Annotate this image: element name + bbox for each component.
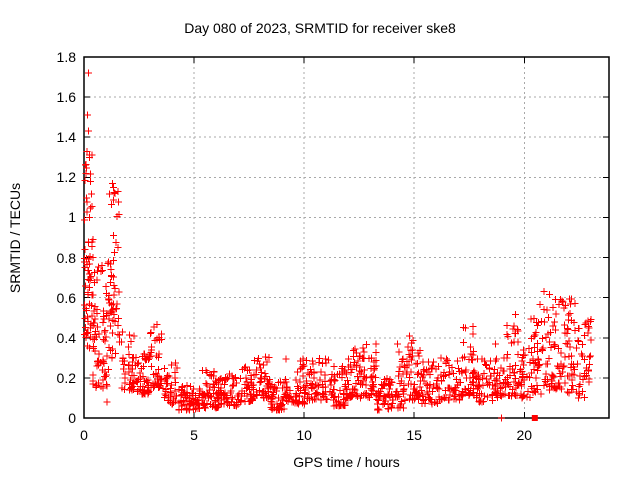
x-tick-label-10: 10 <box>296 427 312 443</box>
y-tick-label-1.4: 1.4 <box>56 129 76 146</box>
chart-title: Day 080 of 2023, SRMTID for receiver ske… <box>184 20 456 36</box>
x-tick-label-20: 20 <box>516 427 533 443</box>
y-tick-label-0.2: 0.2 <box>56 369 76 386</box>
y-tick-label-0.8: 0.8 <box>56 249 76 266</box>
x-tick-label-5: 5 <box>190 427 198 443</box>
y-tick-label-0: 0 <box>68 410 76 426</box>
plot-border <box>83 56 610 419</box>
scatter-points-path <box>81 69 595 422</box>
y-tick-label-1: 1 <box>68 209 76 226</box>
x-tick-label-0: 0 <box>80 427 88 443</box>
y-tick-label-1.6: 1.6 <box>56 89 76 106</box>
axis-square-marker <box>531 415 538 421</box>
y-tick-label-1.2: 1.2 <box>56 169 76 186</box>
y-tick-label-1.8: 1.8 <box>56 49 76 65</box>
x-tick-label-15: 15 <box>406 427 422 443</box>
data-points <box>81 69 595 422</box>
x-axis-label: GPS time / hours <box>293 454 400 470</box>
y-tick-label-0.6: 0.6 <box>56 289 76 306</box>
y-tick-label-0.4: 0.4 <box>56 329 76 346</box>
